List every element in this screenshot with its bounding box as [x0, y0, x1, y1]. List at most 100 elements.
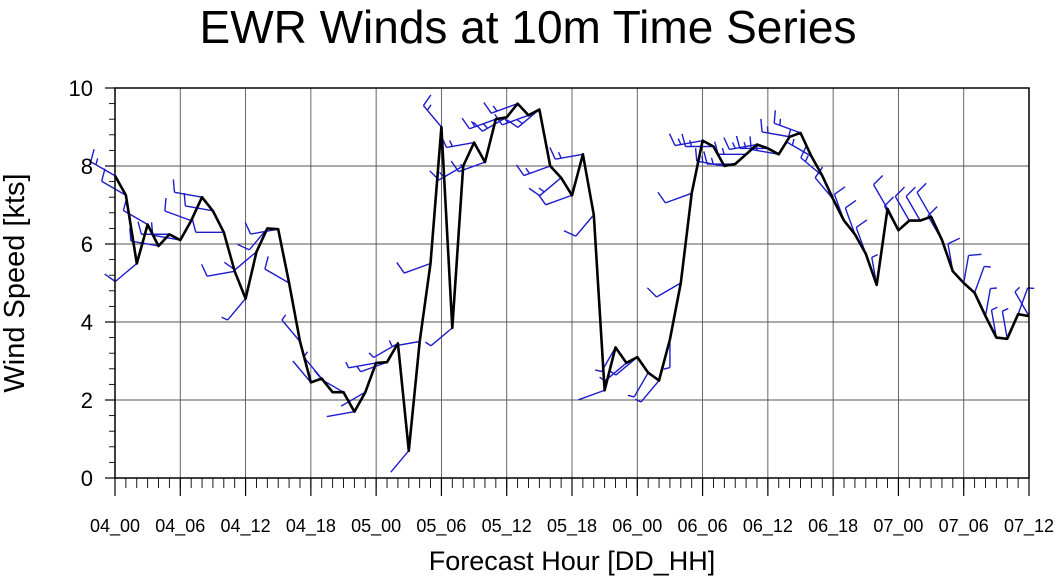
- wind-barb: [264, 256, 290, 284]
- wind-barb: [990, 306, 998, 338]
- wind-barb-half-feather: [595, 369, 602, 373]
- wind-barb-staff: [640, 380, 660, 403]
- wind-barb: [425, 327, 453, 347]
- wind-barb-staff: [206, 270, 235, 277]
- wind-barb-feather: [760, 118, 763, 132]
- wind-barb: [646, 282, 682, 298]
- wind-barb: [984, 287, 997, 317]
- wind-barb-staff: [990, 309, 998, 338]
- wind-barb-feather: [681, 133, 687, 147]
- wind-barb-feather: [916, 182, 927, 193]
- wind-barb: [422, 94, 442, 128]
- wind-barb-feather: [873, 174, 884, 186]
- wind-barb: [563, 214, 595, 237]
- wind-barb-staff: [916, 192, 932, 218]
- wind-barb-feather: [129, 228, 132, 242]
- wind-barb-staff: [164, 210, 192, 222]
- wind-barb-feather: [237, 243, 250, 251]
- x-tick-label: 06_18: [808, 516, 858, 537]
- wind-barb-half-feather: [516, 119, 523, 125]
- wind-barb: [390, 450, 410, 473]
- wind-barb-feather: [703, 151, 708, 165]
- wind-barb-staff: [633, 372, 649, 398]
- wind-barb-feather: [749, 136, 752, 150]
- wind-barb: [1001, 307, 1009, 339]
- wind-barb-half-feather: [492, 105, 498, 112]
- x-tick-label: 07_00: [873, 516, 923, 537]
- wind-barb-feather: [506, 119, 519, 129]
- wind-barb-half-feather: [731, 142, 736, 149]
- wind-barb-staff: [123, 209, 148, 226]
- wind-barb-half-feather: [689, 140, 693, 147]
- wind-barb-half-feather: [791, 138, 795, 146]
- x-axis-ticks: 04_00 04_06 04_12 04_18 05_00 05_06 05_12 05_18…: [90, 478, 1054, 537]
- wind-barb-feather: [422, 94, 432, 106]
- wind-barb-feather: [90, 149, 95, 162]
- wind-barb: [844, 199, 857, 235]
- wind-barb-feather: [844, 199, 857, 209]
- wind-barb: [104, 262, 138, 283]
- wind-barb-staff: [905, 196, 921, 221]
- wind-barb-staff: [234, 251, 257, 271]
- wind-barb-feather: [668, 133, 676, 146]
- wind-barb: [388, 340, 420, 348]
- wind-barb-feather: [164, 198, 167, 212]
- wind-barb: [668, 133, 703, 147]
- wind-barb-half-feather: [871, 253, 878, 259]
- wind-barbs: [90, 94, 1035, 473]
- x-tick-label: 04_00: [90, 516, 140, 537]
- wind-barb: [461, 117, 497, 130]
- wind-barb-half-feather: [281, 314, 287, 321]
- wind-barb-half-feather: [610, 370, 617, 376]
- wind-barb-feather: [905, 186, 916, 197]
- wind-barb-feather: [172, 179, 176, 193]
- y-tick-label: 10: [69, 76, 93, 101]
- wind-barb-staff: [469, 118, 497, 130]
- wind-barb-staff: [101, 180, 127, 196]
- wind-barb-feather: [396, 262, 405, 274]
- wind-barb-feather: [968, 253, 982, 257]
- wind-barb: [872, 174, 889, 210]
- wind-barb-half-feather: [710, 157, 714, 165]
- wind-barb-feather: [191, 219, 197, 233]
- wind-barb-half-feather: [1014, 286, 1021, 293]
- wind-barb-staff: [751, 148, 779, 155]
- wind-barb-half-feather: [449, 140, 454, 147]
- wind-barb-staff: [390, 450, 410, 473]
- wind-barb-staff: [665, 192, 692, 204]
- wind-barb-staff: [185, 205, 214, 212]
- wind-barb: [760, 118, 790, 138]
- wind-barb-feather: [537, 193, 547, 206]
- wind-barb-feather: [244, 221, 252, 235]
- wind-barb-half-feather: [721, 147, 725, 155]
- wind-barb-staff: [575, 214, 595, 237]
- wind-barb-feather: [183, 192, 187, 207]
- wind-barb-staff: [264, 268, 290, 284]
- wind-barb-feather: [814, 166, 824, 179]
- wind-barb: [90, 149, 116, 177]
- wind-barb-half-feather: [538, 187, 545, 193]
- wind-barb-feather: [100, 168, 106, 182]
- wind-barb-staff: [501, 114, 529, 126]
- wind-barb-staff: [114, 262, 138, 283]
- wind-barb-half-feather: [1002, 307, 1009, 312]
- wind-barb-staff: [523, 165, 551, 177]
- wind-barb: [634, 380, 660, 403]
- wind-barb: [137, 221, 170, 235]
- wind-barb-half-feather: [663, 366, 671, 370]
- wind-barb-half-feather: [701, 155, 704, 163]
- wind-barb-half-feather: [525, 167, 531, 174]
- series-line-wind-speed: [113, 102, 1030, 452]
- wind-barb-staff: [894, 196, 910, 221]
- y-tick-label: 4: [81, 310, 93, 335]
- wind-barb: [345, 361, 377, 369]
- wind-barb-staff: [761, 131, 790, 138]
- wind-barb-staff: [973, 266, 985, 293]
- wind-barb-staff: [292, 360, 312, 383]
- wind-barb: [963, 253, 982, 284]
- grid-lines: [115, 88, 1029, 478]
- wind-barb: [340, 391, 366, 407]
- wind-barb-staff: [773, 122, 801, 134]
- wind-barb-staff: [786, 141, 812, 157]
